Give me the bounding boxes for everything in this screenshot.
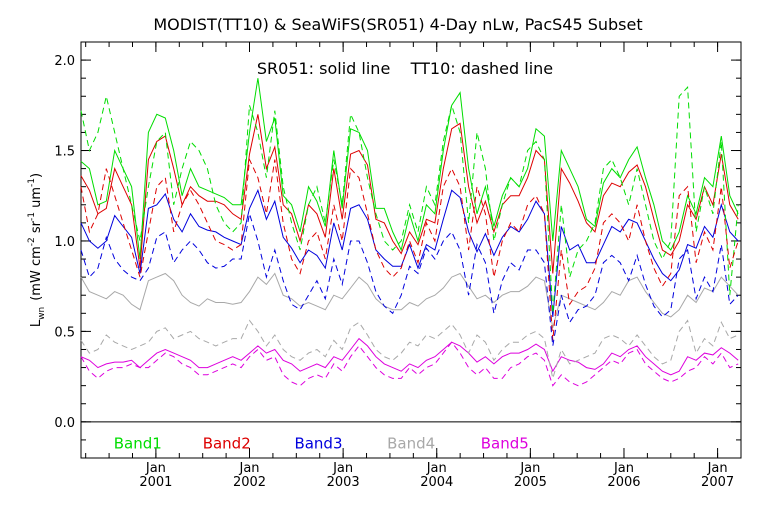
line-style-note: SR051: solid line TT10: dashed line — [257, 59, 553, 78]
series-line-band4-solid — [80, 272, 739, 328]
x-tick-year: 2001 — [139, 475, 172, 490]
y-label-sup-b: -1 — [27, 212, 37, 221]
y-tick-label: 1.0 — [54, 235, 75, 250]
y-tick-label: 0.5 — [54, 325, 75, 340]
x-tick-month: Jan — [707, 461, 728, 476]
series-line-band5-dashed — [80, 341, 739, 387]
series-line-band4-dashed — [80, 319, 739, 379]
y-tick-label: 0.0 — [54, 416, 75, 431]
x-tick-month: Jan — [519, 461, 540, 476]
x-tick-year: 2005 — [514, 475, 547, 490]
y-label-sup-c: -1 — [27, 178, 37, 187]
legend-label-band4: Band4 — [387, 435, 435, 453]
x-tick-year: 2006 — [607, 475, 640, 490]
legend: Band1 Band2 Band3 Band4 Band5 — [114, 435, 529, 453]
legend-label-band3: Band3 — [294, 435, 342, 453]
x-tick-month: Jan — [145, 461, 166, 476]
x-tick-year: 2004 — [420, 475, 453, 490]
series-line-band5-solid — [80, 337, 739, 376]
legend-label-band1: Band1 — [114, 435, 162, 453]
legend-label-band5: Band5 — [481, 435, 529, 453]
series-group — [80, 78, 739, 387]
y-tick-label: 2.0 — [54, 54, 75, 69]
x-tick-month: Jan — [238, 461, 259, 476]
svg-text:Lwn(mW cm-2 sr-1 um-1): Lwn(mW cm-2 sr-1 um-1) — [27, 173, 47, 327]
x-tick-year: 2002 — [233, 475, 266, 490]
y-label-unit-a: (mW cm — [29, 246, 44, 301]
series-line-band1-dashed — [80, 85, 739, 314]
y-label-close: ) — [29, 173, 44, 178]
x-tick-year: 2003 — [327, 475, 360, 490]
legend-label-band2: Band2 — [203, 435, 251, 453]
x-tick-month: Jan — [332, 461, 353, 476]
y-label-unit-b: sr — [29, 220, 44, 237]
series-line-band2-dashed — [80, 157, 739, 341]
y-axis-label: Lwn(mW cm-2 sr-1 um-1) — [27, 173, 47, 327]
series-line-band1-solid — [80, 78, 739, 260]
y-label-main: L — [29, 319, 44, 327]
y-label-unit-c: um — [29, 187, 44, 212]
x-tick-year: 2007 — [701, 475, 734, 490]
series-line-band3-dashed — [80, 213, 739, 346]
x-tick-month: Jan — [613, 461, 634, 476]
series-line-band3-solid — [80, 188, 739, 317]
x-axis: Jan2001Jan2002Jan2003Jan2004Jan2005Jan20… — [85, 42, 742, 490]
y-axis: 0.0 0.5 1.0 1.5 2.0 — [54, 41, 741, 459]
y-label-sub: wn — [37, 307, 47, 320]
y-tick-label: 1.5 — [54, 145, 75, 160]
series-line-band2-solid — [80, 114, 739, 274]
y-label-sup-a: -2 — [27, 237, 37, 246]
x-tick-month: Jan — [426, 461, 447, 476]
chart-title: MODIST(TT10) & SeaWiFS(SR051) 4-Day nLw,… — [153, 15, 642, 34]
